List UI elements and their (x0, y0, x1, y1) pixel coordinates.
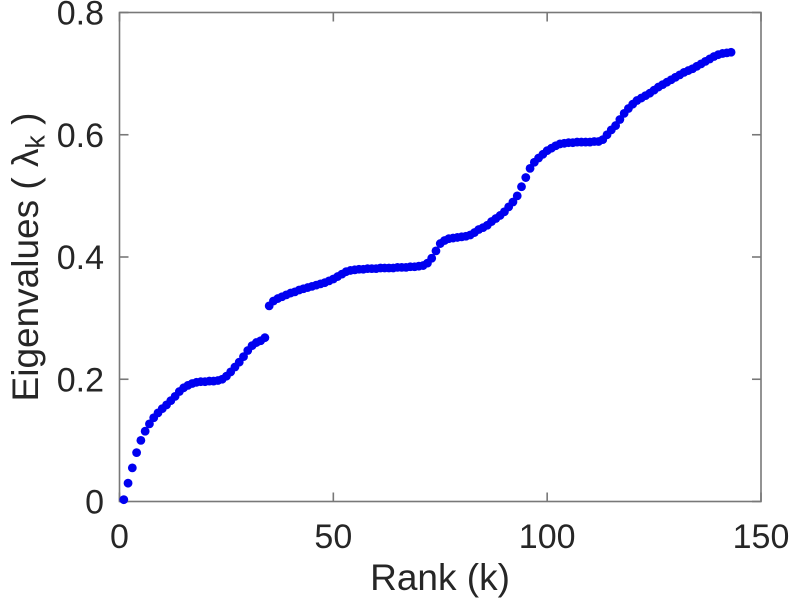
y-tick-label: 0.8 (57, 0, 104, 33)
data-point (525, 163, 535, 173)
data-point (517, 182, 526, 192)
y-axis-label-subscript: k (20, 135, 51, 149)
y-axis-label: Eigenvalues ( λk ) (4, 96, 51, 418)
data-point (140, 426, 150, 436)
data-point (615, 115, 625, 124)
data-point (127, 463, 137, 473)
data-point (431, 246, 441, 256)
y-tick-label: 0 (85, 484, 104, 522)
y-axis-label-close: ) (5, 112, 46, 136)
data-point (119, 495, 129, 505)
eigenvalue-data-series (119, 47, 736, 505)
x-tick-label: 100 (519, 518, 576, 556)
data-point (521, 173, 531, 182)
y-tick-label: 0.2 (57, 361, 104, 399)
data-point (427, 253, 437, 263)
data-point (132, 448, 142, 457)
x-axis-label: Rank (k) (370, 557, 510, 598)
data-point (136, 435, 146, 445)
x-tick-label: 150 (733, 518, 790, 556)
data-point (260, 333, 270, 343)
data-point (726, 47, 736, 57)
x-tick-label: 0 (110, 518, 129, 556)
x-tick-label: 50 (314, 518, 352, 556)
data-point (512, 191, 522, 201)
data-point (145, 419, 154, 429)
y-tick-label: 0.6 (57, 117, 104, 155)
data-point (239, 352, 248, 362)
data-point (123, 478, 133, 488)
y-axis-label-text: Eigenvalues ( λ (5, 148, 46, 402)
data-point (508, 197, 518, 207)
data-point (611, 121, 620, 130)
y-tick-label: 0.4 (57, 239, 104, 277)
